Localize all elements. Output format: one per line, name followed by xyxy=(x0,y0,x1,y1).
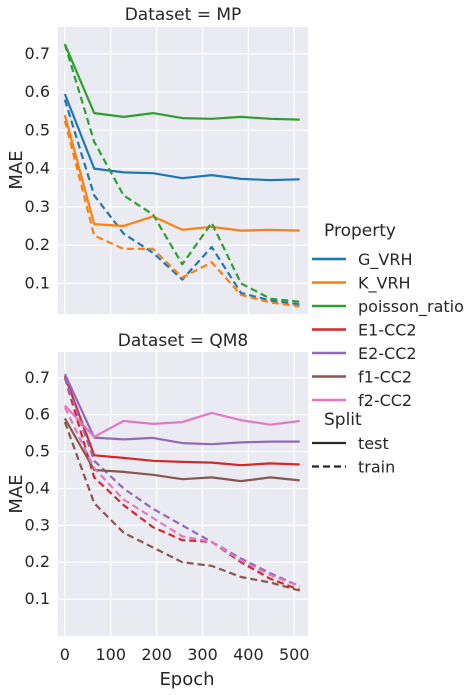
panel-qm8: 0.1 0.2 0.3 0.4 0.5 0.6 0.7 Dataset = QM8 MAE xyxy=(6,331,308,636)
panel-mp-grid xyxy=(58,27,308,314)
series-e1-cc2-test xyxy=(63,375,300,467)
series-f1-cc2-test xyxy=(63,417,300,483)
x-tick-label: 100 xyxy=(95,645,126,664)
series-e1-cc2-train xyxy=(63,377,301,591)
panel-qm8-series xyxy=(63,373,301,592)
legend: Property G_VRH K_VRH poisson_ratio E1-CC2 E2… xyxy=(312,221,464,477)
legend-label-train: train xyxy=(358,458,395,477)
y-tick-label: 0.4 xyxy=(25,159,50,178)
x-tick-label: 400 xyxy=(233,645,264,664)
y-tick-label: 0.1 xyxy=(25,273,50,292)
legend-label-f2-cc2: f2-CC2 xyxy=(358,391,412,410)
x-tick-label: 300 xyxy=(187,645,218,664)
series-f2-cc2-train xyxy=(63,406,301,588)
x-axis-label: Epoch xyxy=(159,669,214,690)
x-tick-label: 500 xyxy=(279,645,310,664)
legend-label-f1-cc2: f1-CC2 xyxy=(358,368,412,387)
legend-split-title: Split xyxy=(324,410,362,430)
y-tick-label: 0.2 xyxy=(25,552,50,571)
legend-label-e2-cc2: E2-CC2 xyxy=(358,344,417,363)
x-tick-label: 0 xyxy=(60,645,70,664)
panel-mp-background xyxy=(58,27,308,314)
series-f1-cc2-train xyxy=(63,421,300,592)
y-tick-label: 0.7 xyxy=(25,44,50,63)
legend-label-k-vrh: K_VRH xyxy=(358,274,411,294)
legend-label-poisson-ratio: poisson_ratio xyxy=(358,297,464,317)
y-tick-label: 0.5 xyxy=(25,442,50,461)
legend-label-g-vrh: G_VRH xyxy=(358,250,413,270)
y-tick-label: 0.3 xyxy=(25,515,50,534)
panel-mp: 0.1 0.2 0.3 0.4 0.5 0.6 0.7 Dataset = MP MAE xyxy=(6,5,308,314)
y-tick-label: 0.6 xyxy=(25,82,50,101)
legend-label-test: test xyxy=(358,434,389,453)
series-g-vrh-train xyxy=(63,99,300,306)
y-tick-label: 0.2 xyxy=(25,235,50,254)
panel-mp-series xyxy=(63,43,300,308)
panel-qm8-y-axis-label: MAE xyxy=(6,474,27,513)
panel-mp-y-ticks: 0.1 0.2 0.3 0.4 0.5 0.6 0.7 xyxy=(25,44,50,293)
panel-qm8-title: Dataset = QM8 xyxy=(118,331,249,351)
y-tick-label: 0.3 xyxy=(25,197,50,216)
legend-label-e1-cc2: E1-CC2 xyxy=(358,321,417,340)
legend-property-entries: G_VRH K_VRH poisson_ratio E1-CC2 E2-CC2 f1-CC… xyxy=(312,250,464,410)
panel-qm8-grid xyxy=(58,352,308,636)
series-g-vrh-test xyxy=(63,93,300,182)
panel-mp-title: Dataset = MP xyxy=(125,5,242,25)
y-tick-label: 0.6 xyxy=(25,405,50,424)
legend-split-entries: test train xyxy=(312,434,395,477)
x-tick-label: 200 xyxy=(141,645,172,664)
legend-property-title: Property xyxy=(324,221,396,241)
y-tick-label: 0.5 xyxy=(25,120,50,139)
series-k-vrh-train xyxy=(63,120,300,308)
series-e2-cc2-test xyxy=(63,373,300,446)
series-poisson-ratio-train xyxy=(63,43,300,303)
series-poisson-ratio-test xyxy=(63,43,300,121)
y-tick-label: 0.1 xyxy=(25,589,50,608)
panel-qm8-background xyxy=(58,352,308,636)
series-f2-cc2-test xyxy=(64,404,300,438)
panel-qm8-y-ticks: 0.1 0.2 0.3 0.4 0.5 0.6 0.7 xyxy=(25,368,50,608)
panel-mp-y-axis-label: MAE xyxy=(6,150,27,189)
y-tick-label: 0.4 xyxy=(25,478,50,497)
x-ticks: 0 100 200 300 400 500 xyxy=(60,645,310,664)
y-tick-label: 0.7 xyxy=(25,368,50,387)
series-k-vrh-test xyxy=(63,114,300,232)
